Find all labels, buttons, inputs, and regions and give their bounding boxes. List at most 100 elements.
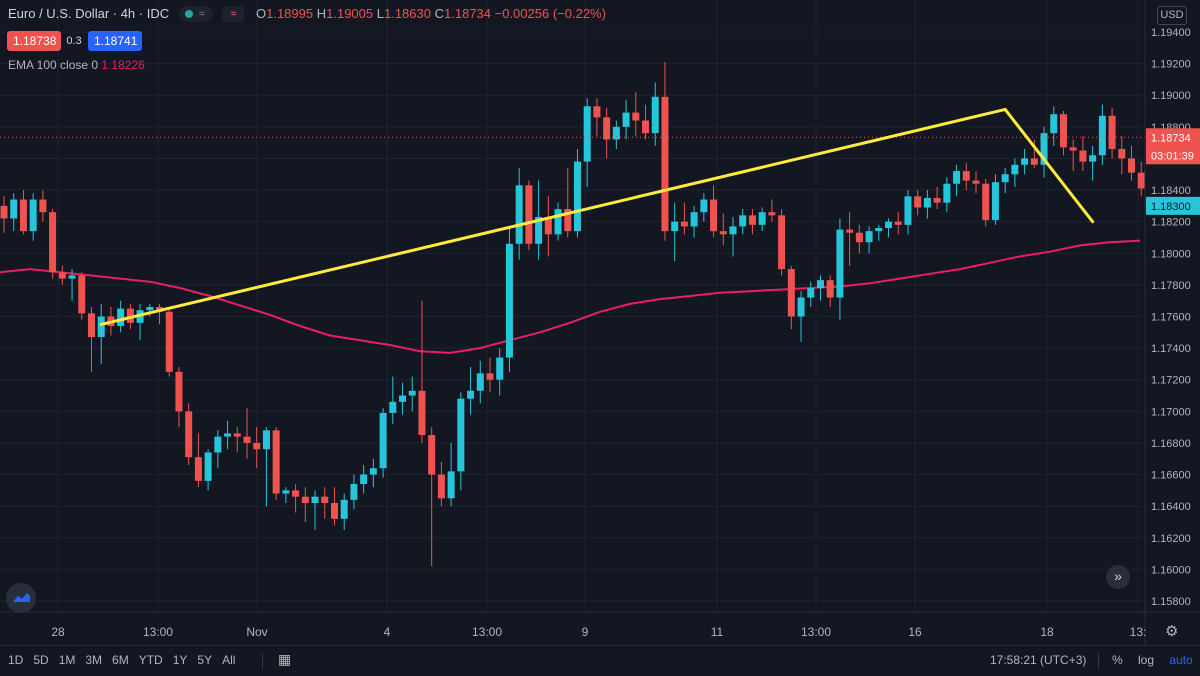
candle-body [165, 311, 173, 372]
time-tick-label: 13: [1130, 625, 1147, 639]
candle-body [632, 112, 640, 121]
candle-body [194, 457, 202, 481]
trend-line [99, 107, 1007, 326]
auto-toggle[interactable]: auto [1169, 653, 1193, 667]
price-tick-label: 1.16800 [1151, 438, 1191, 450]
price-tick-label: 1.19400 [1151, 27, 1191, 39]
range-1y[interactable]: 1Y [172, 653, 188, 667]
ema-label: EMA 100 close 0 [8, 58, 99, 72]
candle-body [661, 96, 669, 232]
candle-body [778, 215, 786, 270]
range-ytd[interactable]: YTD [138, 653, 163, 667]
range-6m[interactable]: 6M [112, 653, 129, 667]
candle-body [612, 126, 620, 140]
candle-body [680, 221, 688, 227]
candle-body [953, 171, 961, 184]
candle-body [651, 96, 659, 134]
candle-body [1137, 172, 1145, 189]
candle-body [875, 227, 883, 232]
log-toggle[interactable]: log [1138, 653, 1155, 667]
ema-value: 1.18226 [101, 58, 145, 72]
range-5y[interactable]: 5Y [197, 653, 213, 667]
candle-body [622, 112, 630, 127]
candle-body [369, 468, 377, 475]
candle-body [544, 216, 552, 235]
candle-body [175, 371, 183, 412]
grid-lines [0, 0, 1145, 612]
candle-body [768, 212, 776, 216]
candle-body [505, 243, 513, 358]
scroll-right-icon[interactable]: » [1106, 565, 1130, 589]
range-1m[interactable]: 1M [58, 653, 76, 667]
candle-body [467, 390, 475, 399]
candle-body [126, 308, 134, 323]
sell-button[interactable]: 1.18738 [7, 31, 61, 51]
spread-value: 0.3 [66, 35, 82, 47]
candle-body [593, 106, 601, 118]
candle-body [826, 280, 834, 298]
candle-body [340, 499, 348, 519]
percent-toggle[interactable]: % [1112, 653, 1123, 667]
buy-button[interactable]: 1.18741 [88, 31, 142, 51]
candle-body [224, 433, 232, 437]
time-tick-label: 28 [51, 625, 65, 639]
time-tick-label: 16 [908, 625, 922, 639]
price-tick-label: 1.15800 [1151, 596, 1191, 608]
time-tick-label: Nov [246, 625, 267, 639]
tradingview-logo-icon[interactable] [6, 583, 36, 613]
gear-icon[interactable]: ⚙ [1165, 623, 1179, 640]
candle-body [787, 269, 795, 317]
candle-body [253, 442, 261, 450]
candle-body [642, 120, 650, 134]
candle-body [447, 471, 455, 499]
candle-body [214, 436, 222, 453]
price-tick-label: 1.17200 [1151, 375, 1191, 387]
symbol-title[interactable]: Euro / U.S. Dollar · 4h · IDC [8, 6, 170, 21]
price-axis: 1.194001.192001.190001.188001.186001.184… [1144, 0, 1200, 645]
calendar-range-icon[interactable]: ▦ [278, 651, 292, 667]
eye-icon: ≈ [198, 7, 205, 20]
candle-body [389, 401, 397, 413]
ohlc-high: 1.19005 [326, 6, 374, 21]
candles [0, 62, 1165, 567]
market-status[interactable]: ≈ [178, 5, 213, 22]
candle-body [923, 197, 931, 208]
currency-button[interactable]: USD [1157, 6, 1187, 25]
candle-body [914, 196, 922, 208]
candle-body [243, 436, 251, 443]
candle-body [233, 433, 241, 437]
wave-icon[interactable]: ≈ [222, 5, 245, 22]
candle-body [330, 503, 338, 519]
candle-body [690, 212, 698, 227]
candle-body [962, 171, 970, 181]
price-tick-label: 1.19200 [1151, 59, 1191, 71]
candle-body [554, 209, 562, 235]
candle-body [816, 280, 824, 289]
candle-body [1128, 158, 1136, 173]
price-tick-label: 1.19000 [1151, 90, 1191, 102]
chart-legend: Euro / U.S. Dollar · 4h · IDC ≈ ≈ O1.189… [8, 5, 606, 23]
candle-body [1011, 164, 1019, 175]
range-3m[interactable]: 3M [85, 653, 103, 667]
candle-body [476, 373, 484, 391]
last-price-label: 1.18734 [1151, 132, 1191, 144]
candle-body [1098, 115, 1106, 156]
candle-body [97, 316, 105, 338]
marker-label: 1.18300 [1151, 201, 1191, 213]
candle-body [204, 452, 212, 481]
range-all[interactable]: All [222, 653, 236, 667]
range-1d[interactable]: 1D [8, 653, 24, 667]
clock[interactable]: 17:58:21 (UTC+3) [990, 653, 1087, 667]
candle-body [49, 212, 57, 273]
candle-body [428, 435, 436, 475]
ema-100-line [0, 239, 1141, 354]
price-axis-bg [1145, 0, 1200, 645]
trend-lines [99, 107, 1095, 326]
candle-body [894, 221, 902, 225]
candle-body [807, 288, 815, 298]
candle-body [1118, 148, 1126, 159]
range-5d[interactable]: 5D [33, 653, 49, 667]
ema-legend[interactable]: EMA 100 close 0 1.18226 [8, 58, 145, 72]
